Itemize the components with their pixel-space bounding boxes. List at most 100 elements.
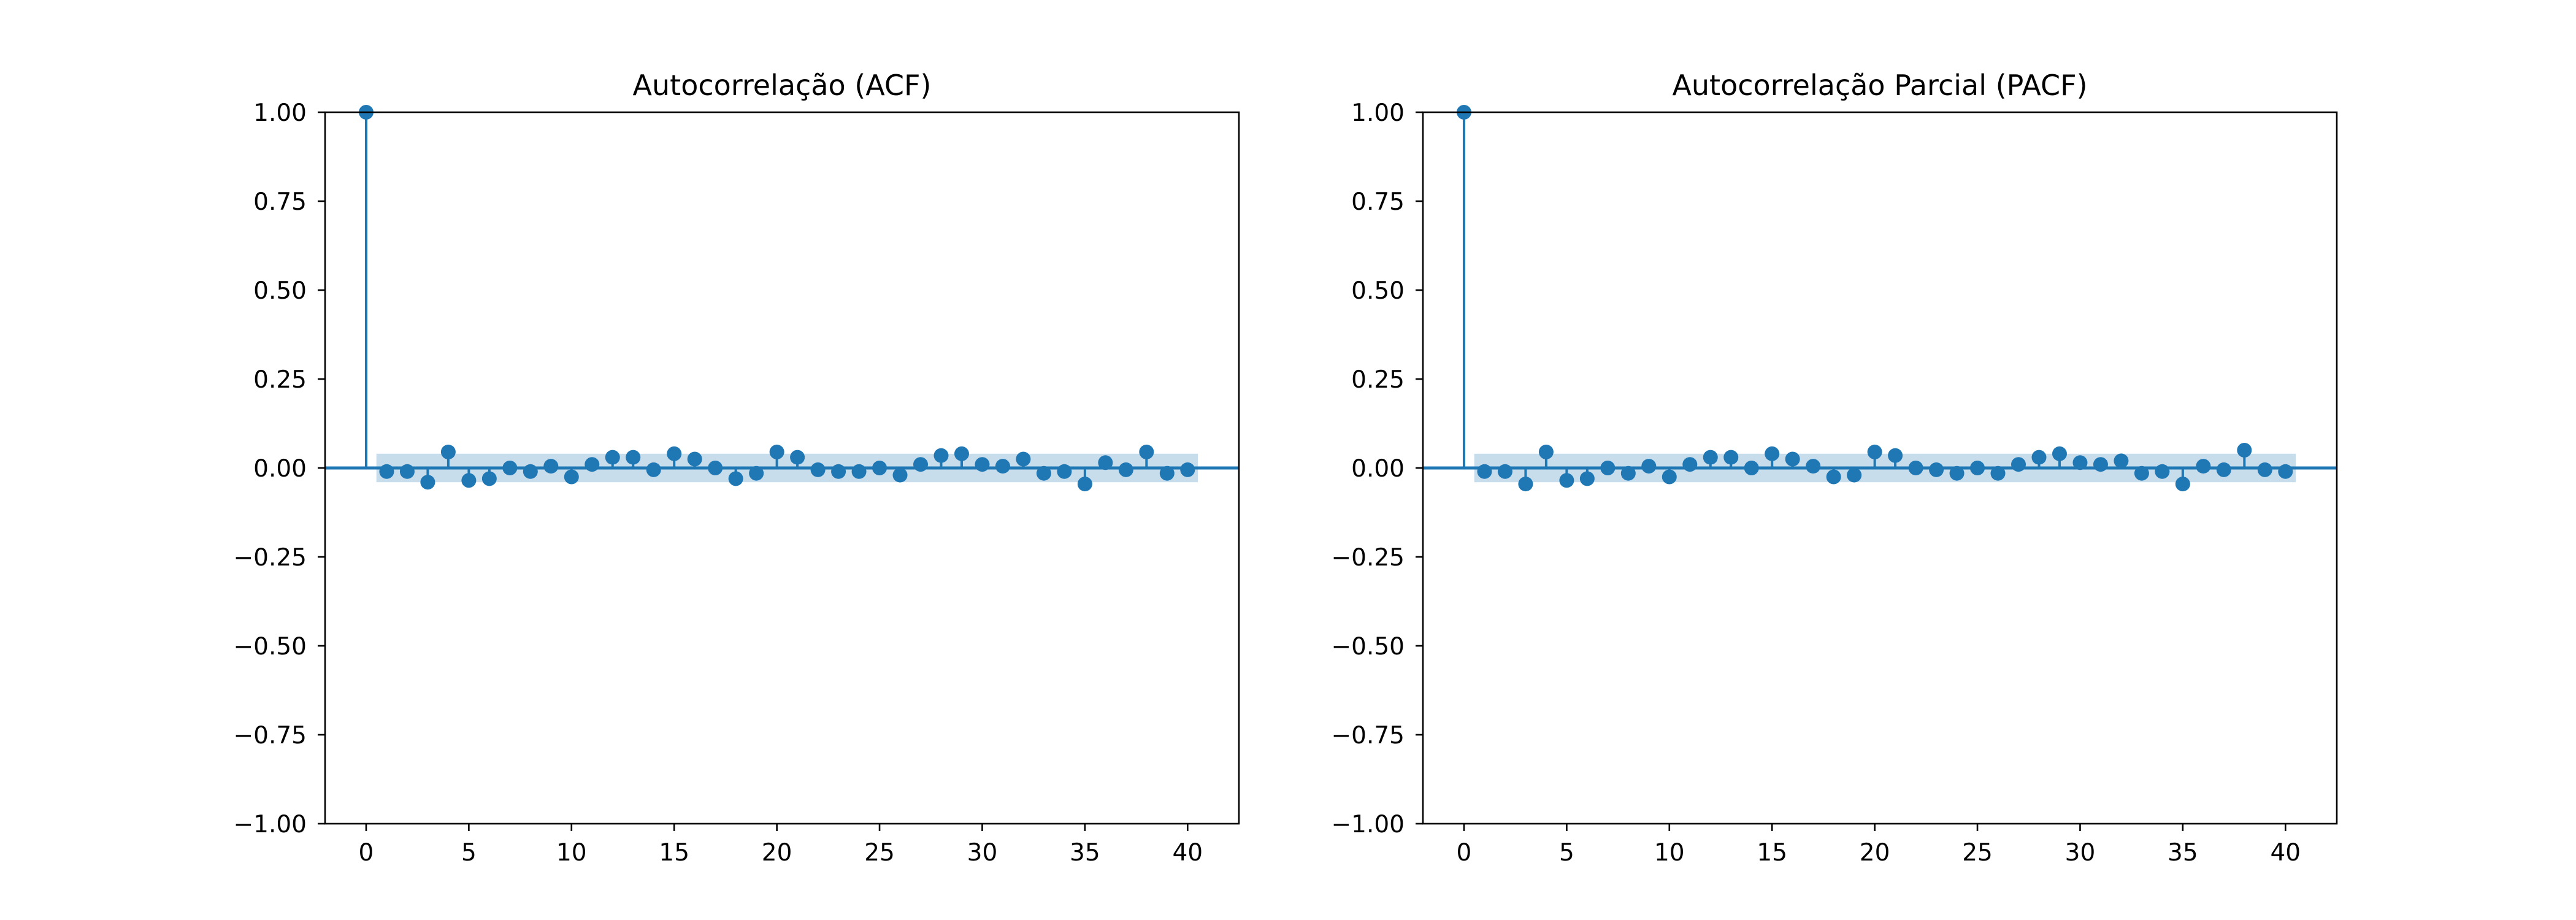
pacf-marker-lag-21 <box>1888 448 1903 463</box>
pacf-y-tick-label: 0.50 <box>1351 277 1405 305</box>
pacf-x-tick-label: 5 <box>1559 839 1574 867</box>
acf-plot: 0 5 10 15 20 25 30 35 40 −1.00 −0.75 −0.50 −0.25 0.00… <box>233 69 1240 867</box>
acf-marker-lag-26 <box>892 467 908 483</box>
pacf-marker-lag-29 <box>2052 446 2067 461</box>
pacf-marker-lag-22 <box>1908 461 1923 475</box>
acf-marker-lag-2 <box>399 464 415 479</box>
acf-x-tick-label: 40 <box>1172 839 1203 867</box>
acf-marker-lag-9 <box>543 459 559 474</box>
acf-marker-lag-14 <box>646 462 661 477</box>
acf-y-tick-label: 0.50 <box>253 277 307 305</box>
acf-marker-lag-27 <box>913 457 929 472</box>
acf-x-tick-label: 0 <box>359 839 374 867</box>
acf-marker-lag-4 <box>440 444 456 459</box>
pacf-marker-lag-25 <box>1970 461 1985 475</box>
acf-marker-lag-36 <box>1098 455 1113 470</box>
pacf-x-tick-label: 40 <box>2270 839 2301 867</box>
pacf-marker-lag-17 <box>1806 459 1821 474</box>
pacf-y-tick-label: −0.25 <box>1331 544 1405 572</box>
acf-y-tick-label: −1.00 <box>233 811 307 838</box>
acf-marker-lag-20 <box>769 444 784 459</box>
acf-title: Autocorrelação (ACF) <box>633 69 932 102</box>
acf-marker-lag-29 <box>954 446 969 461</box>
acf-y-tick-label: 0.00 <box>253 455 307 483</box>
pacf-marker-lag-9 <box>1641 459 1657 474</box>
pacf-marker-lag-7 <box>1600 461 1616 475</box>
pacf-marker-lag-30 <box>2072 455 2088 470</box>
pacf-marker-lag-19 <box>1847 467 1862 483</box>
acf-x-tick-label: 35 <box>1070 839 1100 867</box>
pacf-marker-lag-18 <box>1826 469 1841 485</box>
pacf-plot: 0 5 10 15 20 25 30 35 40 −1.00 −0.75 −0.50 −0.25 0.00… <box>1331 69 2338 867</box>
acf-marker-lag-34 <box>1057 464 1072 479</box>
acf-marker-lag-33 <box>1036 466 1051 481</box>
acf-y-tick-label: −0.25 <box>233 544 307 572</box>
acf-marker-lag-15 <box>667 446 682 461</box>
acf-marker-lag-23 <box>831 464 846 479</box>
pacf-marker-lag-26 <box>1990 466 2006 481</box>
pacf-x-tick-label: 25 <box>1962 839 1993 867</box>
pacf-marker-lag-27 <box>2011 457 2026 472</box>
pacf-marker-lag-12 <box>1703 450 1718 465</box>
pacf-y-tick-label: −0.75 <box>1331 722 1405 749</box>
pacf-x-tick-label: 0 <box>1457 839 1472 867</box>
acf-y-tick-label: −0.75 <box>233 722 307 749</box>
pacf-marker-lag-23 <box>1929 462 1944 477</box>
pacf-marker-lag-24 <box>1949 466 1965 481</box>
acf-marker-lag-1 <box>379 464 394 479</box>
pacf-marker-lag-36 <box>2196 459 2211 474</box>
pacf-marker-lag-39 <box>2257 462 2272 477</box>
pacf-marker-lag-6 <box>1579 471 1595 486</box>
pacf-x-tick-label: 20 <box>1860 839 1890 867</box>
pacf-marker-lag-28 <box>2031 450 2047 465</box>
acf-marker-lag-11 <box>585 457 600 472</box>
pacf-marker-lag-31 <box>2093 457 2108 472</box>
acf-marker-lag-5 <box>461 473 477 488</box>
pacf-title: Autocorrelação Parcial (PACF) <box>1672 69 2087 102</box>
pacf-marker-lag-15 <box>1765 446 1780 461</box>
pacf-marker-lag-35 <box>2175 477 2190 492</box>
pacf-marker-lag-5 <box>1559 473 1574 488</box>
acf-x-tick-label: 20 <box>762 839 792 867</box>
pacf-marker-lag-8 <box>1620 466 1636 481</box>
pacf-marker-lag-4 <box>1538 444 1554 459</box>
acf-marker-lag-32 <box>1016 451 1031 467</box>
pacf-marker-lag-10 <box>1662 469 1677 485</box>
pacf-marker-lag-37 <box>2216 462 2231 477</box>
acf-x-tick-label: 25 <box>864 839 895 867</box>
pacf-marker-lag-16 <box>1785 451 1800 467</box>
acf-marker-lag-35 <box>1077 477 1092 492</box>
pacf-y-tick-label: 0.25 <box>1351 366 1405 394</box>
acf-marker-lag-7 <box>502 461 518 475</box>
acf-marker-lag-40 <box>1180 462 1195 477</box>
acf-marker-lag-19 <box>749 466 764 481</box>
acf-marker-lag-18 <box>728 471 743 486</box>
acf-marker-lag-8 <box>523 464 538 479</box>
acf-marker-lag-16 <box>687 451 702 467</box>
pacf-x-tick-label: 15 <box>1757 839 1787 867</box>
acf-marker-lag-6 <box>481 471 497 486</box>
pacf-y-tick-label: 0.75 <box>1351 188 1405 216</box>
acf-marker-lag-25 <box>872 461 887 475</box>
acf-marker-lag-12 <box>605 450 620 465</box>
acf-marker-lag-30 <box>975 457 990 472</box>
acf-x-tick-label: 15 <box>659 839 689 867</box>
acf-marker-lag-10 <box>564 469 579 485</box>
pacf-x-tick-label: 30 <box>2065 839 2096 867</box>
pacf-marker-lag-1 <box>1477 464 1492 479</box>
pacf-marker-lag-2 <box>1497 464 1512 479</box>
acf-x-tick-label: 10 <box>556 839 587 867</box>
acf-marker-lag-24 <box>851 464 867 479</box>
acf-marker-lag-39 <box>1159 466 1175 481</box>
pacf-y-tick-label: −0.50 <box>1331 633 1405 661</box>
pacf-marker-lag-34 <box>2155 464 2170 479</box>
acf-y-tick-label: 0.75 <box>253 188 307 216</box>
acf-marker-lag-3 <box>420 475 435 490</box>
acf-marker-lag-22 <box>810 462 826 477</box>
pacf-y-tick-label: −1.00 <box>1331 811 1405 838</box>
pacf-marker-lag-3 <box>1518 477 1533 492</box>
pacf-marker-lag-33 <box>2134 466 2149 481</box>
acf-y-tick-label: 0.25 <box>253 366 307 394</box>
acf-y-tick-label: 1.00 <box>253 99 307 127</box>
